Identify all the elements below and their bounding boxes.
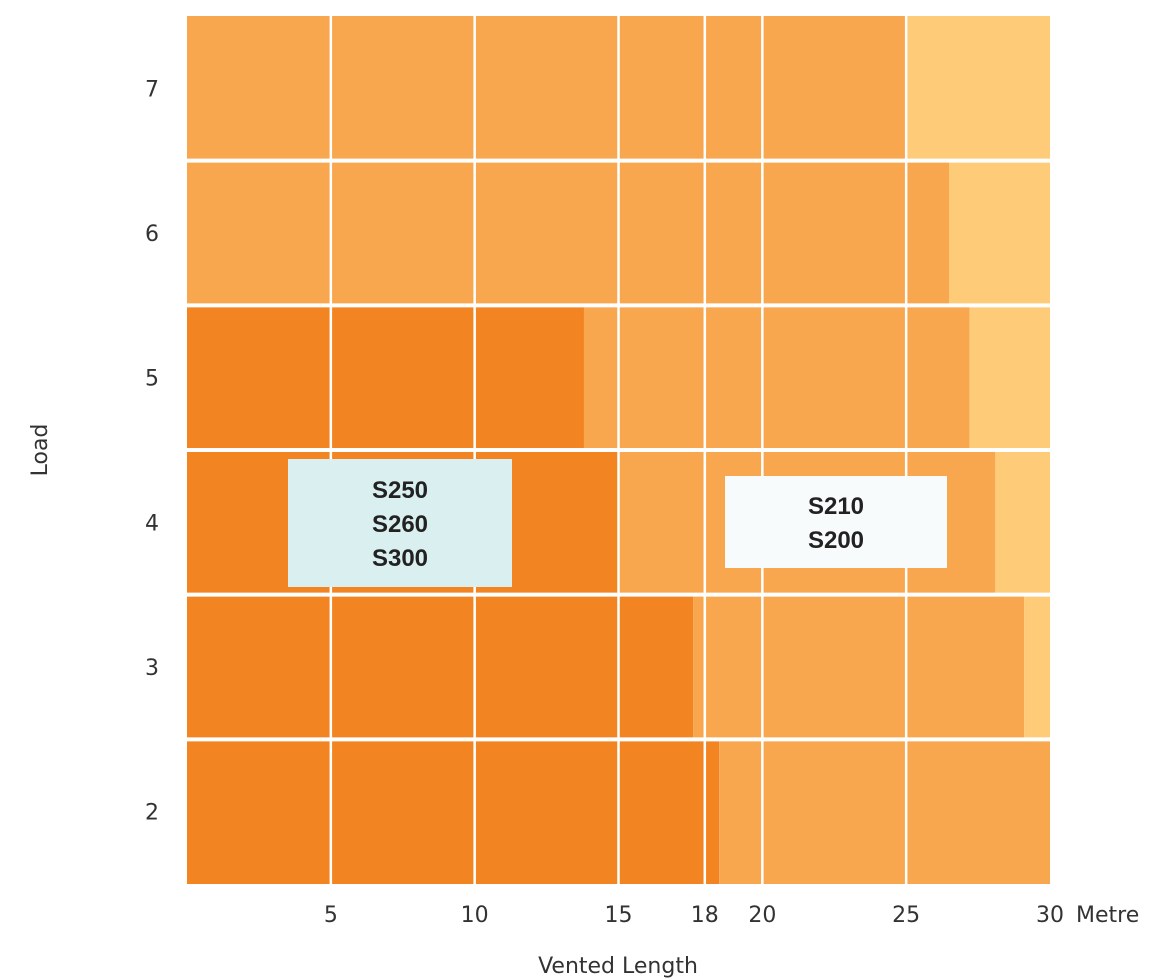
callout-label-s260: S260 [372, 511, 428, 538]
y-axis-title: Load [28, 424, 53, 477]
bar-load-3-segment-1 [187, 594, 694, 740]
callout-label-s200: S200 [808, 527, 864, 554]
annotations-layer: S250 S260 S300 S210 S200 [288, 459, 947, 587]
bar-load-2-segment-1 [187, 739, 720, 884]
bar-load-7-segment-2 [187, 16, 907, 161]
callout-label-s250: S250 [372, 477, 428, 504]
x-tick-label-5: 5 [324, 903, 338, 928]
bar-load-7-segment-3 [906, 16, 1050, 161]
x-tick-label-30: 30 [1036, 903, 1064, 928]
x-tick-label-25: 25 [892, 903, 920, 928]
bar-load-6-segment-3 [949, 160, 1050, 306]
y-tick-label-4: 4 [145, 511, 159, 536]
y-tick-label-7: 7 [145, 77, 159, 102]
bar-load-5-segment-2 [583, 305, 970, 450]
bar-load-3-segment-3 [1024, 594, 1050, 740]
bar-load-4-segment-3 [995, 450, 1050, 595]
x-tick-label-18: 18 [691, 903, 719, 928]
y-tick-label-5: 5 [145, 367, 159, 392]
y-tick-label-3: 3 [145, 656, 159, 681]
bar-load-3-segment-2 [693, 594, 1025, 740]
callout-box-1: S250 S260 S300 [288, 459, 512, 587]
x-tick-label-20: 20 [748, 903, 776, 928]
bar-load-5-segment-3 [969, 305, 1050, 450]
x-tick-label-10: 10 [461, 903, 489, 928]
x-axis-title: Vented Length [538, 954, 698, 979]
callout-label-s210: S210 [808, 493, 864, 520]
bar-load-5-segment-1 [187, 305, 584, 450]
bar-load-2-segment-2 [719, 739, 1050, 884]
callout-background [725, 476, 947, 568]
x-tick-label-15: 15 [605, 903, 633, 928]
y-tick-label-6: 6 [145, 222, 159, 247]
callout-background [288, 459, 512, 587]
callout-box-2: S210 S200 [725, 476, 947, 568]
bar-load-6-segment-2 [187, 160, 950, 306]
x-unit-label: Metre [1076, 903, 1139, 928]
callout-label-s300: S300 [372, 545, 428, 572]
y-tick-label-2: 2 [145, 801, 159, 826]
grid-layer [187, 16, 1050, 884]
